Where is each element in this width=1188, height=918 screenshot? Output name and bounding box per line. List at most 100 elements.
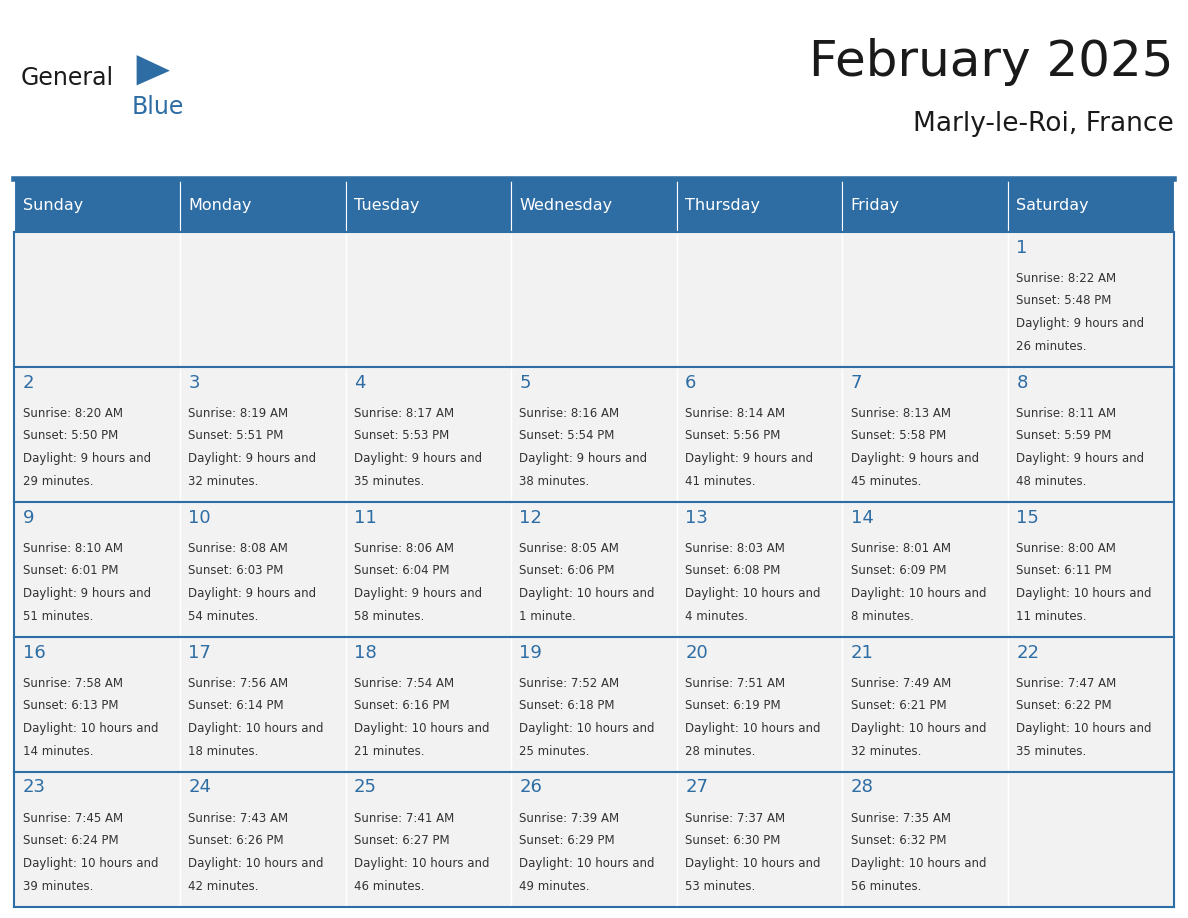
Text: 41 minutes.: 41 minutes. [685,475,756,487]
Bar [511,637,677,772]
Text: Sunrise: 8:03 AM: Sunrise: 8:03 AM [685,542,785,554]
Text: Sunset: 6:21 PM: Sunset: 6:21 PM [851,700,947,712]
Text: 1: 1 [1017,239,1028,257]
Text: 7: 7 [851,374,862,392]
Text: 8: 8 [1017,374,1028,392]
Text: February 2025: February 2025 [809,39,1174,86]
Text: Blue: Blue [132,95,184,119]
Text: Sunset: 6:26 PM: Sunset: 6:26 PM [188,834,284,847]
Bar [511,772,677,907]
Bar [179,179,346,232]
Text: Daylight: 9 hours and: Daylight: 9 hours and [354,587,482,600]
Text: Sunrise: 8:06 AM: Sunrise: 8:06 AM [354,542,454,554]
Text: Daylight: 9 hours and: Daylight: 9 hours and [851,452,979,465]
Text: Sunset: 5:56 PM: Sunset: 5:56 PM [685,430,781,442]
Text: 32 minutes.: 32 minutes. [851,744,921,757]
Text: Daylight: 9 hours and: Daylight: 9 hours and [188,587,316,600]
Text: General: General [20,66,113,90]
Text: Friday: Friday [851,198,899,213]
Text: Sunset: 5:54 PM: Sunset: 5:54 PM [519,430,615,442]
Text: 8 minutes.: 8 minutes. [851,610,914,622]
Text: Sunrise: 8:08 AM: Sunrise: 8:08 AM [188,542,287,554]
Text: Daylight: 10 hours and: Daylight: 10 hours and [519,587,655,600]
Text: Daylight: 9 hours and: Daylight: 9 hours and [685,452,814,465]
Text: 51 minutes.: 51 minutes. [23,610,93,622]
Text: 6: 6 [685,374,696,392]
Text: Daylight: 9 hours and: Daylight: 9 hours and [1017,452,1144,465]
Bar [677,637,842,772]
Bar [677,772,842,907]
Text: Daylight: 10 hours and: Daylight: 10 hours and [685,856,821,870]
Text: Daylight: 10 hours and: Daylight: 10 hours and [519,856,655,870]
Text: 17: 17 [188,644,211,662]
Text: Sunset: 6:16 PM: Sunset: 6:16 PM [354,700,449,712]
Bar [14,502,179,637]
Text: 29 minutes.: 29 minutes. [23,475,93,487]
Text: 26 minutes.: 26 minutes. [1017,340,1087,353]
Text: 26: 26 [519,778,543,797]
Text: Daylight: 10 hours and: Daylight: 10 hours and [188,722,323,735]
Text: Daylight: 10 hours and: Daylight: 10 hours and [23,856,158,870]
Text: 25: 25 [354,778,377,797]
Text: 14: 14 [851,509,873,527]
Text: Sunrise: 7:45 AM: Sunrise: 7:45 AM [23,812,122,824]
Bar [346,367,511,502]
Text: Sunrise: 7:41 AM: Sunrise: 7:41 AM [354,812,454,824]
Text: 25 minutes.: 25 minutes. [519,744,590,757]
Bar [179,232,346,367]
Text: Daylight: 9 hours and: Daylight: 9 hours and [354,452,482,465]
Bar [346,232,511,367]
Text: Sunrise: 8:11 AM: Sunrise: 8:11 AM [1017,407,1117,420]
Text: 35 minutes.: 35 minutes. [1017,744,1087,757]
Bar [179,502,346,637]
Text: 2: 2 [23,374,34,392]
Text: Sunset: 6:11 PM: Sunset: 6:11 PM [1017,565,1112,577]
Text: Sunrise: 7:58 AM: Sunrise: 7:58 AM [23,677,122,689]
Bar [179,772,346,907]
Text: 46 minutes.: 46 minutes. [354,879,424,892]
Bar [842,637,1009,772]
Text: Daylight: 10 hours and: Daylight: 10 hours and [1017,722,1152,735]
Text: Sunset: 6:29 PM: Sunset: 6:29 PM [519,834,615,847]
Bar [14,232,179,367]
Text: 39 minutes.: 39 minutes. [23,879,93,892]
Text: 4: 4 [354,374,366,392]
Text: Daylight: 9 hours and: Daylight: 9 hours and [1017,317,1144,330]
Text: Sunset: 5:53 PM: Sunset: 5:53 PM [354,430,449,442]
Bar [1009,232,1174,367]
Text: 21 minutes.: 21 minutes. [354,744,424,757]
Text: Sunrise: 8:19 AM: Sunrise: 8:19 AM [188,407,289,420]
Text: Sunset: 6:06 PM: Sunset: 6:06 PM [519,565,615,577]
Bar [511,232,677,367]
Bar [1009,179,1174,232]
Text: Daylight: 10 hours and: Daylight: 10 hours and [23,722,158,735]
Bar [346,637,511,772]
Bar [1009,772,1174,907]
Polygon shape [137,55,170,85]
Bar [346,772,511,907]
Text: Sunrise: 8:17 AM: Sunrise: 8:17 AM [354,407,454,420]
Text: Sunrise: 7:39 AM: Sunrise: 7:39 AM [519,812,620,824]
Text: Sunrise: 7:37 AM: Sunrise: 7:37 AM [685,812,785,824]
Text: Sunrise: 7:47 AM: Sunrise: 7:47 AM [1017,677,1117,689]
Bar [842,772,1009,907]
Text: Daylight: 9 hours and: Daylight: 9 hours and [23,452,151,465]
Text: Sunday: Sunday [23,198,83,213]
Text: Sunset: 6:09 PM: Sunset: 6:09 PM [851,565,947,577]
Text: 18 minutes.: 18 minutes. [188,744,259,757]
Bar [842,502,1009,637]
Bar [511,367,677,502]
Text: Sunrise: 8:16 AM: Sunrise: 8:16 AM [519,407,620,420]
Text: Daylight: 9 hours and: Daylight: 9 hours and [519,452,647,465]
Text: Daylight: 10 hours and: Daylight: 10 hours and [188,856,323,870]
Bar [511,179,677,232]
Text: Sunset: 6:22 PM: Sunset: 6:22 PM [1017,700,1112,712]
Text: Sunrise: 7:51 AM: Sunrise: 7:51 AM [685,677,785,689]
Text: 15: 15 [1017,509,1040,527]
Text: 24: 24 [188,778,211,797]
Text: Sunrise: 7:56 AM: Sunrise: 7:56 AM [188,677,289,689]
Bar [179,367,346,502]
Text: Sunset: 6:27 PM: Sunset: 6:27 PM [354,834,449,847]
Bar [677,179,842,232]
Text: Daylight: 10 hours and: Daylight: 10 hours and [354,722,489,735]
